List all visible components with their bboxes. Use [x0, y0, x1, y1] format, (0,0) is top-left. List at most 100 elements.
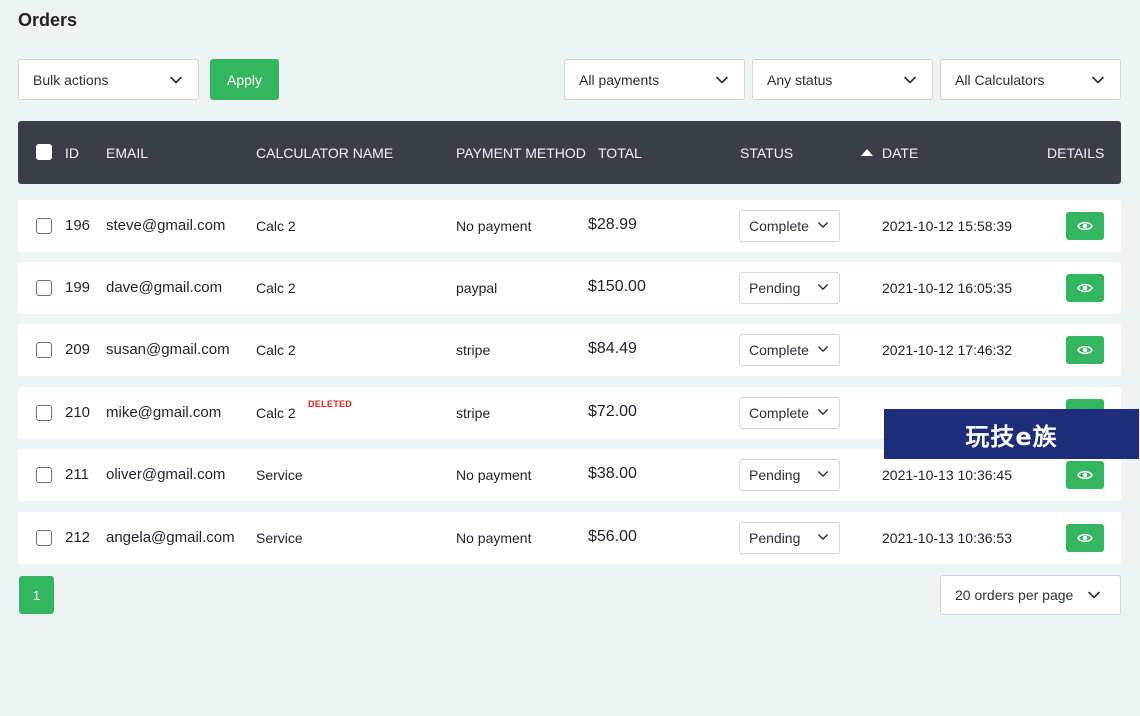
- view-details-button[interactable]: [1066, 461, 1104, 489]
- order-date: 2021-10-13 10:36:53: [882, 530, 1012, 546]
- apply-button[interactable]: Apply: [210, 59, 279, 100]
- order-total: $28.99: [588, 216, 637, 233]
- order-email: angela@gmail.com: [106, 529, 235, 546]
- column-header-email[interactable]: EMAIL: [106, 145, 149, 161]
- chevron-down-icon: [817, 343, 831, 357]
- watermark-overlay: 玩技e族: [884, 409, 1139, 459]
- chevron-down-icon: [817, 219, 831, 233]
- eye-icon: [1077, 221, 1093, 231]
- table-row: 196 steve@gmail.com Calc 2 No payment $2…: [18, 200, 1121, 252]
- per-page-label: 20 orders per page: [955, 587, 1074, 603]
- calculators-filter-select[interactable]: All Calculators: [940, 59, 1121, 100]
- order-total: $56.00: [588, 528, 637, 545]
- pagination-page-1[interactable]: 1: [19, 576, 54, 614]
- view-details-button[interactable]: [1066, 524, 1104, 552]
- order-payment: stripe: [456, 405, 491, 421]
- row-checkbox[interactable]: [36, 530, 52, 546]
- page-title: Orders: [18, 10, 78, 30]
- order-status-select[interactable]: Complete: [739, 397, 840, 429]
- chevron-down-icon: [817, 531, 831, 545]
- chevron-down-icon: [817, 281, 831, 295]
- order-payment: No payment: [456, 218, 532, 234]
- column-header-status[interactable]: STATUS: [740, 145, 794, 161]
- order-email: dave@gmail.com: [106, 279, 223, 296]
- order-calculator: Service: [256, 530, 303, 546]
- column-header-payment[interactable]: PAYMENT METHOD: [456, 145, 586, 161]
- row-checkbox[interactable]: [36, 342, 52, 358]
- order-total: $84.49: [588, 340, 637, 357]
- row-checkbox[interactable]: [36, 467, 52, 483]
- row-checkbox[interactable]: [36, 280, 52, 296]
- order-calculator: Calc 2: [256, 342, 296, 358]
- chevron-down-icon: [1087, 588, 1101, 602]
- calculators-filter-label: All Calculators: [955, 71, 1045, 88]
- per-page-select[interactable]: 20 orders per page: [940, 575, 1121, 615]
- order-status-select[interactable]: Pending: [739, 522, 840, 554]
- order-id: 196: [65, 217, 91, 234]
- payments-filter-select[interactable]: All payments: [564, 59, 745, 100]
- order-email: susan@gmail.com: [106, 341, 230, 358]
- table-row: 212 angela@gmail.com Service No payment …: [18, 512, 1121, 564]
- order-status-label: Complete: [749, 342, 809, 358]
- eye-icon: [1077, 533, 1093, 543]
- order-payment: No payment: [456, 530, 532, 546]
- order-status-select[interactable]: Pending: [739, 459, 840, 491]
- sort-ascending-icon[interactable]: [861, 149, 873, 156]
- status-filter-select[interactable]: Any status: [752, 59, 933, 100]
- order-status-select[interactable]: Pending: [739, 272, 840, 304]
- order-calculator: Calc 2: [256, 280, 296, 296]
- select-all-checkbox[interactable]: [36, 144, 52, 160]
- order-id: 210: [65, 404, 91, 421]
- order-payment: paypal: [456, 280, 498, 296]
- column-header-id[interactable]: ID: [65, 145, 79, 161]
- bulk-actions-select[interactable]: Bulk actions: [18, 59, 199, 100]
- order-total: $150.00: [588, 278, 646, 295]
- order-status-select[interactable]: Complete: [739, 334, 840, 366]
- order-total: $38.00: [588, 465, 637, 482]
- order-status-label: Complete: [749, 405, 809, 421]
- order-status-select[interactable]: Complete: [739, 210, 840, 242]
- watermark-text: 玩技e族: [965, 422, 1058, 451]
- eye-icon: [1077, 283, 1093, 293]
- order-email: oliver@gmail.com: [106, 466, 226, 483]
- view-details-button[interactable]: [1066, 212, 1104, 240]
- view-details-button[interactable]: [1066, 336, 1104, 364]
- order-id: 199: [65, 279, 91, 296]
- order-calculator: Service: [256, 467, 303, 483]
- order-status-label: Pending: [749, 530, 801, 546]
- table-row: 209 susan@gmail.com Calc 2 stripe $84.49…: [18, 324, 1121, 376]
- table-header: ID EMAIL CALCULATOR NAME PAYMENT METHOD …: [18, 121, 1121, 184]
- column-header-total[interactable]: TOTAL: [598, 145, 642, 161]
- chevron-down-icon: [715, 73, 729, 87]
- order-id: 212: [65, 529, 91, 546]
- order-total: $72.00: [588, 403, 637, 420]
- chevron-down-icon: [903, 73, 917, 87]
- row-checkbox[interactable]: [36, 218, 52, 234]
- order-status-label: Pending: [749, 467, 801, 483]
- chevron-down-icon: [817, 468, 831, 482]
- column-header-details: DETAILS: [1047, 145, 1105, 161]
- column-header-calculator[interactable]: CALCULATOR NAME: [256, 145, 394, 161]
- chevron-down-icon: [169, 73, 183, 87]
- order-date: 2021-10-12 17:46:32: [882, 342, 1012, 358]
- order-status-label: Complete: [749, 218, 809, 234]
- order-id: 211: [65, 466, 89, 483]
- status-filter-label: Any status: [767, 71, 833, 88]
- chevron-down-icon: [817, 406, 831, 420]
- payments-filter-label: All payments: [579, 71, 660, 88]
- order-date: 2021-10-12 15:58:39: [882, 218, 1012, 234]
- bulk-actions-label: Bulk actions: [33, 71, 109, 88]
- view-details-button[interactable]: [1066, 274, 1104, 302]
- row-checkbox[interactable]: [36, 405, 52, 421]
- column-header-date[interactable]: DATE: [882, 145, 919, 161]
- eye-icon: [1077, 345, 1093, 355]
- eye-icon: [1077, 470, 1093, 480]
- deleted-badge: DELETED: [308, 399, 353, 409]
- order-date: 2021-10-13 10:36:45: [882, 467, 1012, 483]
- order-calculator: Calc 2: [256, 405, 296, 421]
- chevron-down-icon: [1091, 73, 1105, 87]
- order-email: mike@gmail.com: [106, 404, 222, 421]
- order-id: 209: [65, 341, 91, 358]
- order-payment: No payment: [456, 467, 532, 483]
